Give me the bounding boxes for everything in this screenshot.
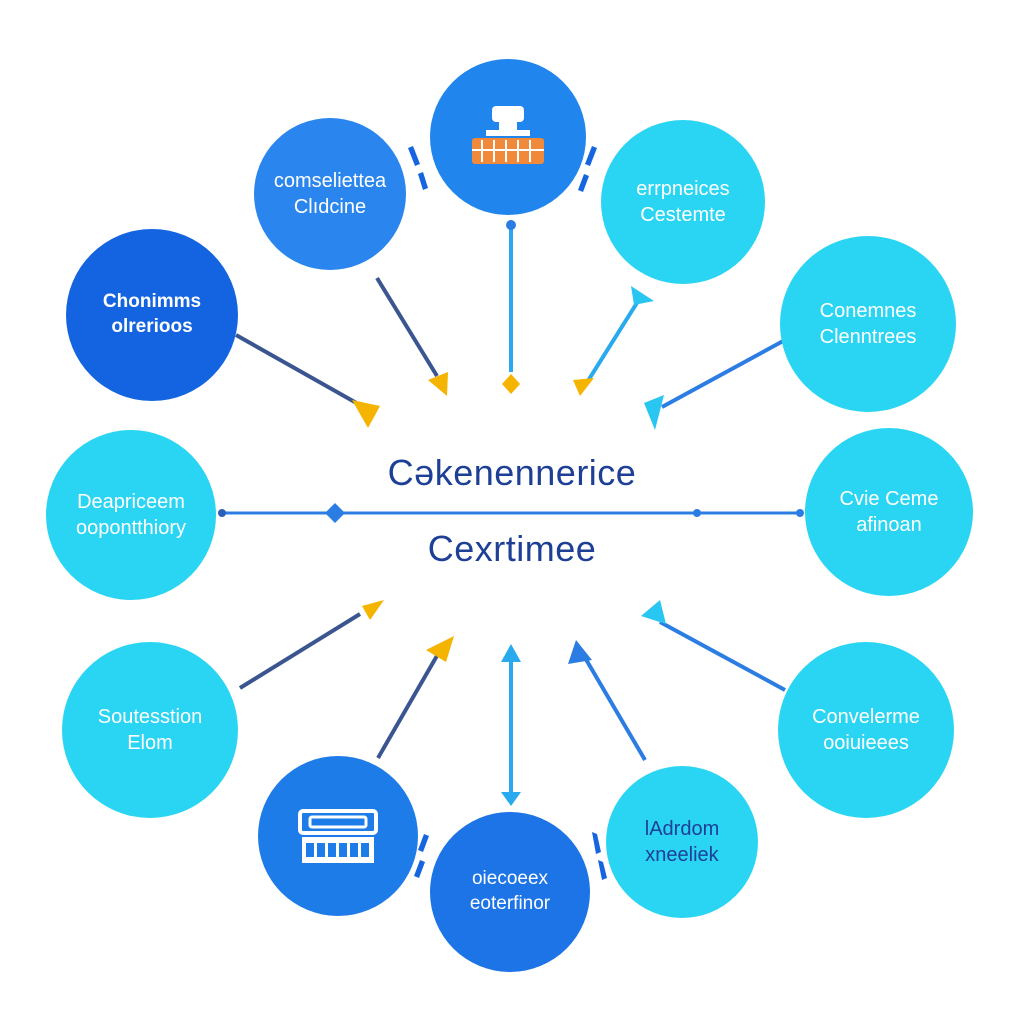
node-upper-left-line1: comseliettea xyxy=(273,170,387,192)
node-upper-right-line1: errpneices xyxy=(636,178,730,200)
connector-dot-far-right xyxy=(796,509,804,517)
node-left-upper[interactable]: Chonimms olrerioos xyxy=(66,229,238,401)
connector-diamond-left xyxy=(325,503,345,523)
connector-lower-left xyxy=(376,653,440,759)
connector-upper-left xyxy=(375,276,439,378)
center-title-line2: Cexrtimee xyxy=(427,528,597,569)
node-top-icon[interactable] xyxy=(430,59,586,215)
arrow-lower-left xyxy=(426,636,454,662)
node-bottom-line2: eoterfinor xyxy=(469,893,551,914)
node-left-lower-line2: Elom xyxy=(127,732,173,754)
arrow-left-upper xyxy=(352,400,380,428)
arrow-top xyxy=(502,374,520,394)
arrow-right-upper xyxy=(644,395,664,430)
node-right-line1: Cvie Ceme xyxy=(839,488,939,510)
arrow-left-lower xyxy=(362,600,384,620)
node-lower-right-line2: xneeliek xyxy=(645,844,719,866)
connector-lower-right xyxy=(582,654,647,762)
connector-dot-right xyxy=(693,509,701,517)
node-left-line1: Deapriceem xyxy=(77,491,185,513)
node-bottom[interactable]: oiecoeex eoterfinor xyxy=(430,812,590,972)
connector-upper-right xyxy=(584,296,642,386)
node-right-lower-line1: Convelerme xyxy=(812,706,920,728)
arrow-right-lower xyxy=(641,600,666,624)
connector-left-lower xyxy=(238,612,362,690)
node-left-line2: oopontthiory xyxy=(75,517,187,539)
node-right[interactable]: Cvie Ceme afinoan xyxy=(805,428,973,596)
node-left[interactable]: Deapriceem oopontthiory xyxy=(46,430,216,600)
node-bottom-line1: oiecoeex xyxy=(471,868,549,890)
node-right-upper-line2: Clenntrees xyxy=(819,326,917,348)
node-left-upper-line2: olrerioos xyxy=(111,316,193,337)
connector-top-dot xyxy=(506,220,516,230)
server-rack-icon xyxy=(298,809,378,863)
node-upper-right-line2: Cestemte xyxy=(640,204,726,226)
node-lower-left-icon[interactable] xyxy=(258,756,418,916)
node-left-lower[interactable]: Soutesstion Elom xyxy=(62,642,238,818)
arrow-upper-right-head xyxy=(631,286,654,305)
connector-right-upper xyxy=(661,338,786,409)
node-right-upper-line1: Conemnes xyxy=(819,300,917,322)
node-upper-left-line2: Clıdcine xyxy=(293,196,367,218)
node-right-upper[interactable]: Conemnes Clenntrees xyxy=(780,236,956,412)
arrow-lower-right xyxy=(568,640,592,664)
arrow-bottom-down xyxy=(501,792,521,806)
node-lower-right[interactable]: lAdrdom xneeliek xyxy=(606,766,758,918)
node-upper-left[interactable]: comseliettea Clıdcine xyxy=(254,118,406,270)
connector-left-upper xyxy=(235,333,361,407)
tick-marks xyxy=(408,146,607,880)
node-left-lower-line1: Soutesstion xyxy=(97,706,203,728)
node-lower-right-line1: lAdrdom xyxy=(644,818,720,840)
node-left-upper-line1: Chonimms xyxy=(102,291,202,313)
arrow-upper-left xyxy=(428,372,448,396)
connector-right-lower xyxy=(659,620,786,692)
node-upper-right[interactable]: errpneices Cestemte xyxy=(601,120,765,284)
node-right-lower[interactable]: Convelerme ooiuieees xyxy=(778,642,954,818)
arrow-bottom-up xyxy=(501,644,521,662)
arrow-upper-right-tail xyxy=(573,378,594,396)
center-title-line1: Cəkenennerice xyxy=(387,452,637,493)
node-right-line2: afinoan xyxy=(856,514,922,536)
node-right-lower-line2: ooiuieees xyxy=(823,732,909,754)
machine-icon xyxy=(472,106,544,164)
connector-dot-left xyxy=(218,509,226,517)
